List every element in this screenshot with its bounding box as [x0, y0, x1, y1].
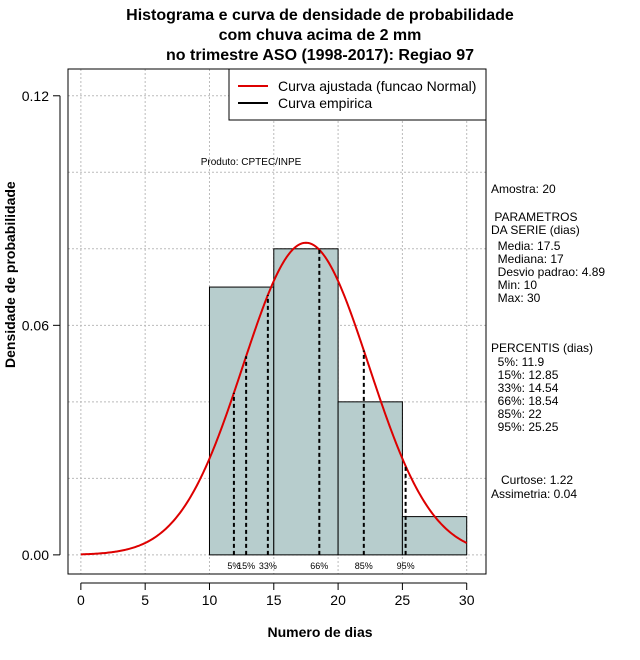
- percentile-label: 5%: [227, 561, 240, 571]
- stat-percentis: 5%: 11.9 15%: 12.85 33%: 14.54 66%: 18.5…: [497, 355, 559, 434]
- histogram-bars: [208, 248, 468, 556]
- chart-title-line-2: com chuva acima de 2 mm: [218, 27, 422, 44]
- x-tick-label: 0: [77, 592, 85, 608]
- chart-title-line-3: no trimestre ASO (1998-2017): Regiao 97: [166, 47, 474, 64]
- density-curve: [80, 241, 468, 556]
- stat-amostra: Amostra: 20: [491, 182, 556, 196]
- x-tick-label: 30: [459, 592, 475, 608]
- percentile-label: 33%: [259, 561, 277, 571]
- percentile-label: 15%: [237, 561, 255, 571]
- histogram-bar: [401, 516, 468, 556]
- y-tick-label: 0.12: [22, 88, 49, 104]
- histogram-bar: [337, 401, 403, 556]
- x-tick-label: 20: [330, 592, 346, 608]
- product-annotation: Produto: CPTEC/INPE: [201, 157, 302, 168]
- percentile-label: 95%: [397, 561, 415, 571]
- chart-title-line-1: Histograma e curva de densidade de proba…: [126, 7, 514, 24]
- stat-parametros: Media: 17.5 Mediana: 17 Desvio padrao: 4…: [497, 239, 606, 305]
- legend: Curva ajustada (funcao Normal) Curva emp…: [228, 68, 487, 121]
- x-axis-label: Numero de dias: [267, 624, 373, 640]
- x-tick-label: 10: [202, 592, 218, 608]
- y-axis-label: Densidade de probabilidade: [2, 181, 18, 368]
- x-tick-label: 15: [266, 592, 282, 608]
- normal-curve-path: [80, 241, 468, 556]
- stat-parametros-header: PARAMETROS DA SERIE (dias): [491, 210, 580, 237]
- percentile-label: 85%: [355, 561, 373, 571]
- percentile-lines: 5%15% 33% 66% 85% 95%: [227, 249, 415, 571]
- x-tick-label: 25: [395, 592, 411, 608]
- percentile-label: 66%: [310, 561, 328, 571]
- stat-assimetria: Assimetria: 0.04: [491, 487, 578, 501]
- axes: 0 5 10 15 20 25 30 0.00 0.06 0.12: [22, 88, 475, 608]
- legend-box: [228, 68, 487, 121]
- histogram-bar: [208, 286, 275, 556]
- y-tick-label: 0.00: [22, 547, 49, 563]
- histogram-bar: [273, 248, 339, 556]
- legend-label-normal: Curva ajustada (funcao Normal): [278, 78, 476, 94]
- y-tick-label: 0.06: [22, 317, 49, 333]
- stat-percentis-header: PERCENTIS (dias): [491, 341, 594, 355]
- x-tick-label: 5: [141, 592, 149, 608]
- stat-curtose: Curtose: 1.22: [491, 473, 574, 487]
- legend-label-empirical: Curva empirica: [278, 95, 372, 111]
